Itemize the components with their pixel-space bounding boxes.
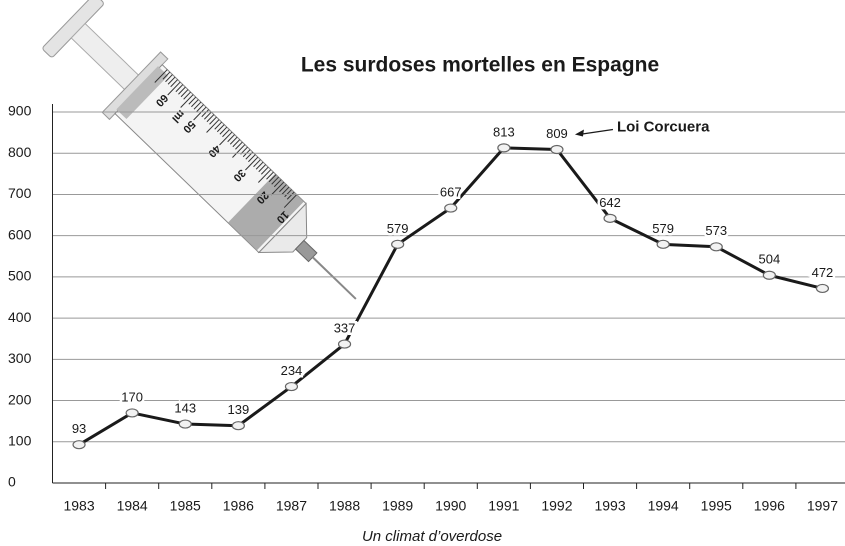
point: [126, 409, 138, 417]
x-tick-label: 1993: [594, 498, 625, 514]
y-tick-label: 0: [8, 474, 16, 490]
point: [551, 146, 563, 154]
x-tick-label: 1997: [807, 498, 838, 514]
y-tick-label: 600: [8, 226, 32, 242]
annotation-arrowhead: [575, 130, 584, 137]
data-label: 809: [546, 126, 568, 141]
y-tick-label: 100: [8, 432, 32, 448]
data-label: 813: [493, 124, 515, 139]
x-tick-label: 1988: [329, 498, 360, 514]
x-tick-label: 1991: [488, 498, 519, 514]
point: [710, 243, 722, 251]
point: [445, 204, 457, 212]
annotation: Loi Corcuera: [617, 118, 710, 135]
point: [763, 271, 775, 279]
x-tick-label: 1989: [382, 498, 413, 514]
chart: 60ml5040302010 Les surdoses mortelles en…: [0, 0, 845, 546]
data-label: 337: [334, 321, 356, 336]
y-tick-label: 300: [8, 350, 32, 366]
data-label: 504: [758, 252, 780, 267]
y-tick-label: 900: [8, 103, 32, 119]
data-label: 234: [281, 363, 303, 378]
data-label: 472: [812, 265, 834, 280]
data-label: 143: [174, 400, 196, 415]
x-tick-label: 1995: [701, 498, 732, 514]
x-tick-label: 1994: [648, 498, 679, 514]
point: [604, 214, 616, 222]
data-label: 93: [72, 421, 86, 436]
data-label: 579: [652, 221, 674, 236]
x-tick-label: 1987: [276, 498, 307, 514]
data-label: 139: [227, 402, 249, 417]
point: [339, 340, 351, 348]
point: [285, 383, 297, 391]
y-tick-label: 800: [8, 144, 32, 160]
x-tick-label: 1986: [223, 498, 254, 514]
data-label: 579: [387, 221, 409, 236]
y-tick-label: 700: [8, 185, 32, 201]
data-label: 170: [121, 389, 143, 404]
y-tick-label: 500: [8, 268, 32, 284]
point: [73, 441, 85, 449]
chart-title: Les surdoses mortelles en Espagne: [301, 54, 659, 77]
caption: Un climat d’overdose: [362, 528, 502, 545]
point: [179, 420, 191, 428]
point: [392, 240, 404, 248]
x-tick-label: 1985: [170, 498, 201, 514]
x-tick-label: 1990: [435, 498, 466, 514]
annotation-arrow: [579, 130, 613, 135]
x-tick-label: 1984: [117, 498, 148, 514]
x-tick-label: 1992: [541, 498, 572, 514]
data-label: 573: [705, 223, 727, 238]
point: [232, 422, 244, 430]
x-tick-label: 1983: [63, 498, 94, 514]
point: [657, 240, 669, 248]
x-tick-label: 1996: [754, 498, 785, 514]
data-label: 667: [440, 184, 462, 199]
y-tick-label: 400: [8, 309, 32, 325]
data-label: 642: [599, 195, 621, 210]
point: [498, 144, 510, 152]
y-tick-label: 200: [8, 391, 32, 407]
point: [816, 284, 828, 292]
